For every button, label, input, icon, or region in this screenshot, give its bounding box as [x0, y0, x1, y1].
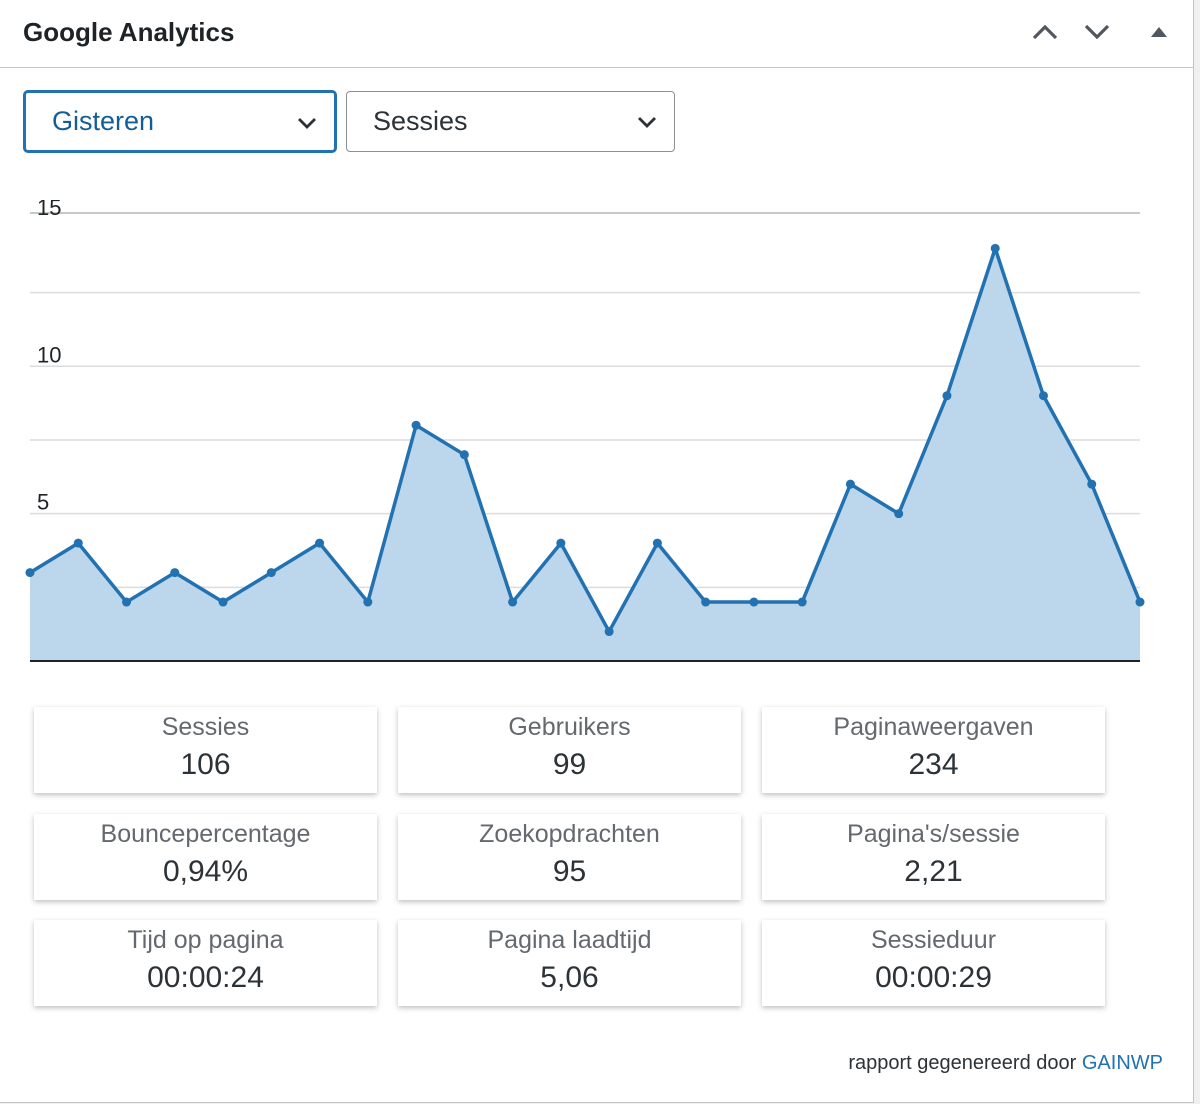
report-footer: rapport gegenereerd door GAINWP — [848, 1052, 1163, 1075]
chevron-down-icon — [1084, 24, 1110, 40]
period-select[interactable]: Gisteren — [24, 91, 336, 152]
period-select-value: Gisteren — [52, 106, 155, 136]
stat-value: 0,94% — [162, 855, 249, 888]
widget-header: Google Analytics — [0, 0, 1194, 68]
data-point — [266, 568, 276, 578]
data-point — [411, 420, 421, 430]
y-tick-label: 5 — [37, 490, 49, 515]
gainwp-link[interactable]: GAINWP — [1081, 1052, 1163, 1074]
stat-card: Zoekopdrachten 95 — [398, 814, 741, 900]
data-point — [1038, 391, 1048, 401]
data-point — [894, 509, 904, 519]
chevron-down-icon — [638, 117, 656, 128]
stat-card: Sessies 106 — [34, 707, 377, 793]
data-point — [749, 597, 759, 607]
data-point — [459, 450, 469, 460]
stat-label: Pagina laadtijd — [487, 926, 652, 954]
data-point — [363, 597, 373, 607]
stat-card: Pagina laadtijd 5,06 — [398, 920, 741, 1006]
data-point — [1135, 597, 1145, 607]
stat-card: Tijd op pagina 00:00:24 — [34, 920, 377, 1006]
data-point — [315, 538, 325, 548]
y-tick-label: 15 — [37, 200, 61, 220]
stat-card: Gebruikers 99 — [398, 707, 741, 793]
series-area — [30, 248, 1140, 662]
data-point — [556, 538, 566, 548]
footer-text: rapport gegenereerd door — [848, 1052, 1077, 1074]
series-line — [29, 246, 1142, 634]
y-tick-label: 10 — [37, 342, 61, 367]
data-point — [652, 538, 662, 548]
stat-label: Pagina's/sessie — [847, 820, 1020, 848]
data-point — [604, 627, 614, 637]
stat-label: Sessieduur — [870, 926, 997, 954]
stat-label: Sessies — [161, 713, 250, 741]
stat-value: 95 — [552, 855, 587, 888]
data-point — [990, 243, 1000, 253]
stat-value: 00:00:24 — [147, 961, 264, 994]
stat-label: Gebruikers — [508, 713, 631, 741]
stat-card: Bouncepercentage 0,94% — [34, 814, 377, 900]
data-point — [122, 597, 132, 607]
chevron-down-icon — [298, 118, 316, 129]
stat-value: 5,06 — [540, 961, 599, 994]
stat-label: Zoekopdrachten — [479, 820, 660, 848]
widget-title: Google Analytics — [23, 17, 235, 47]
stat-card: Pagina's/sessie 2,21 — [762, 814, 1105, 900]
stat-label: Bouncepercentage — [100, 820, 311, 848]
stat-card: Paginaweergaven 234 — [762, 707, 1105, 793]
stat-label: Paginaweergaven — [833, 713, 1034, 741]
data-point — [1087, 479, 1097, 489]
data-point — [701, 597, 711, 607]
stat-value: 00:00:29 — [875, 961, 992, 994]
chevron-up-icon — [1032, 24, 1058, 40]
stat-value: 106 — [180, 748, 231, 781]
metric-select[interactable]: Sessies — [346, 91, 675, 152]
stat-value: 234 — [908, 748, 959, 781]
sessions-chart: 5 10 15 — [25, 200, 1145, 662]
data-point — [845, 479, 855, 489]
data-point — [170, 568, 180, 578]
data-point — [942, 391, 952, 401]
data-point — [218, 597, 228, 607]
triangle-up-icon — [1151, 27, 1167, 37]
move-down-button[interactable] — [1077, 14, 1117, 50]
data-point — [73, 538, 83, 548]
toggle-panel-button[interactable] — [1139, 14, 1179, 50]
stat-card: Sessieduur 00:00:29 — [762, 920, 1105, 1006]
data-point — [508, 597, 518, 607]
data-point — [25, 568, 35, 578]
data-point — [797, 597, 807, 607]
stat-value: 2,21 — [904, 855, 963, 888]
move-up-button[interactable] — [1025, 14, 1065, 50]
metric-select-value: Sessies — [373, 106, 468, 136]
stat-label: Tijd op pagina — [127, 926, 284, 954]
stat-value: 99 — [552, 748, 587, 781]
